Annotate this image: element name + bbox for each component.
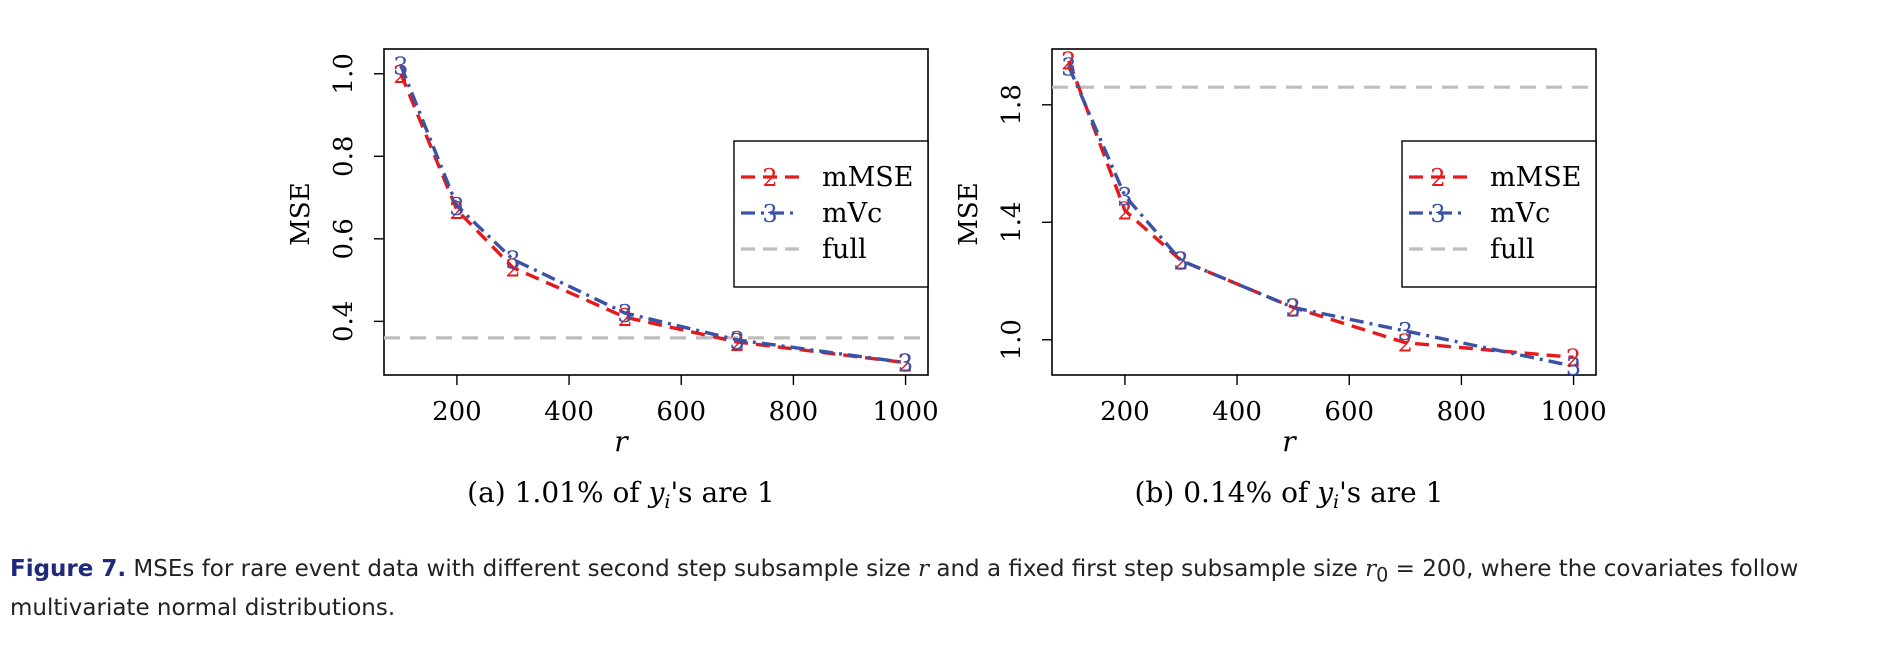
- legend-label-mvc: mVc: [822, 198, 882, 229]
- legend: 2 mMSE 3 mVc full: [733, 140, 929, 288]
- mvc-point: 3: [1286, 294, 1301, 322]
- figure: 200 400 600 800 1000 0.4 0.6 0.8 1.0 r MSE (a) 1.01…: [286, 48, 1607, 513]
- x-axis-label: r: [614, 425, 629, 458]
- mmse-point: 2: [1398, 330, 1413, 358]
- caption-var-r0: r: [1365, 556, 1377, 582]
- mvc-point: 3: [393, 53, 408, 81]
- caption-text-3: = 200, where the covariates follow multi…: [10, 556, 1799, 621]
- x-tick-label: 1000: [872, 397, 938, 427]
- figure-label: Figure 7.: [10, 556, 127, 582]
- y-tick-label: 1.0: [329, 53, 359, 94]
- mmse-point: 2: [1286, 294, 1301, 322]
- mvc-series-line: [399, 64, 906, 365]
- legend-marker-mmse: 2: [762, 164, 777, 192]
- legend-label-mmse: mMSE: [1490, 162, 1581, 193]
- x-tick-label: 800: [1437, 397, 1487, 427]
- subtitle-part: (b) 0.14% of: [1135, 476, 1318, 509]
- plot-area: [1052, 60, 1596, 368]
- figure-caption: Figure 7. MSEs for rare event data with …: [10, 553, 1890, 625]
- mmse-series-line: [399, 73, 906, 365]
- x-tick-label: 400: [544, 397, 594, 427]
- mmse-point: 2: [1117, 198, 1132, 226]
- mvc-point: 3: [618, 300, 633, 328]
- mmse-point: 2: [505, 255, 520, 283]
- chart-panel-b: 200 400 600 800 1000 1.0 1.4 1.8 r MSE (b) 0.14% o…: [954, 48, 1607, 513]
- mmse-point: 2: [449, 197, 464, 225]
- subtitle-var: y: [1315, 476, 1334, 509]
- subtitle-part: (a) 1.01% of: [467, 476, 648, 509]
- y-axis-label: MSE: [286, 182, 316, 245]
- panel-subtitle: (a) 1.01% of yi's are 1: [467, 476, 775, 513]
- mmse-point: 2: [618, 304, 633, 332]
- x-tick-label: 200: [1100, 397, 1150, 427]
- mvc-point: 3: [1173, 247, 1188, 275]
- mmse-point: 2: [393, 61, 408, 89]
- mvc-point: 3: [1566, 353, 1581, 381]
- x-tick-label: 1000: [1540, 397, 1606, 427]
- mvc-point: 3: [730, 327, 745, 355]
- y-tick-label: 1.8: [997, 84, 1027, 125]
- mvc-series-line: [1067, 65, 1574, 368]
- subtitle-part: 's are 1: [1339, 476, 1443, 509]
- x-tick-label: 200: [432, 397, 482, 427]
- mmse-series-line: [1067, 60, 1574, 360]
- subtitle-sub: i: [664, 491, 670, 513]
- legend-label-full: full: [1490, 234, 1535, 265]
- caption-var-r: r: [918, 556, 930, 582]
- legend-label-mmse: mMSE: [822, 162, 913, 193]
- mmse-point: 2: [898, 350, 913, 378]
- y-tick-label: 0.8: [329, 136, 359, 177]
- caption-text-2: and a fixed first step subsample size: [929, 556, 1366, 582]
- x-tick-label: 600: [1324, 397, 1374, 427]
- legend-marker-mvc: 3: [762, 200, 777, 228]
- panel-subtitle: (b) 0.14% of yi's are 1: [1135, 476, 1444, 513]
- chart-panel-a: 200 400 600 800 1000 0.4 0.6 0.8 1.0 r MSE (a) 1.01…: [286, 48, 939, 513]
- mvc-point: 3: [898, 350, 913, 378]
- legend-marker-mmse: 2: [1430, 164, 1445, 192]
- mmse-point: 2: [1566, 344, 1581, 372]
- mvc-point: 3: [1398, 318, 1413, 346]
- x-tick-label: 600: [656, 397, 706, 427]
- caption-text-1: MSEs for rare event data with different …: [126, 556, 919, 582]
- mvc-point: 3: [505, 246, 520, 274]
- plot-area: [384, 64, 928, 365]
- mvc-point: 3: [1061, 54, 1076, 82]
- y-tick-label: 1.0: [997, 319, 1027, 360]
- x-tick-label: 400: [1212, 397, 1262, 427]
- y-tick-label: 1.4: [997, 202, 1027, 243]
- legend-box: [733, 140, 929, 288]
- x-tick-label: 800: [769, 397, 819, 427]
- legend-label-mvc: mVc: [1490, 198, 1550, 229]
- mvc-point: 3: [1117, 183, 1132, 211]
- y-tick-label: 0.6: [329, 218, 359, 259]
- y-tick-label: 0.4: [329, 301, 359, 342]
- legend-box: [1401, 140, 1597, 288]
- subtitle-var: y: [647, 476, 666, 509]
- legend-label-full: full: [822, 234, 867, 265]
- legend-marker-mvc: 3: [1430, 200, 1445, 228]
- subtitle-sub: i: [1333, 491, 1339, 513]
- mmse-point: 2: [1173, 247, 1188, 275]
- legend: 2 mMSE 3 mVc full: [1401, 140, 1597, 288]
- mvc-point: 3: [449, 193, 464, 221]
- subtitle-part: 's are 1: [670, 476, 774, 509]
- mmse-point: 2: [730, 329, 745, 357]
- caption-sub-0: 0: [1376, 563, 1389, 587]
- x-axis-label: r: [1282, 425, 1297, 458]
- y-axis-label: MSE: [954, 182, 984, 245]
- mmse-point: 2: [1061, 48, 1076, 76]
